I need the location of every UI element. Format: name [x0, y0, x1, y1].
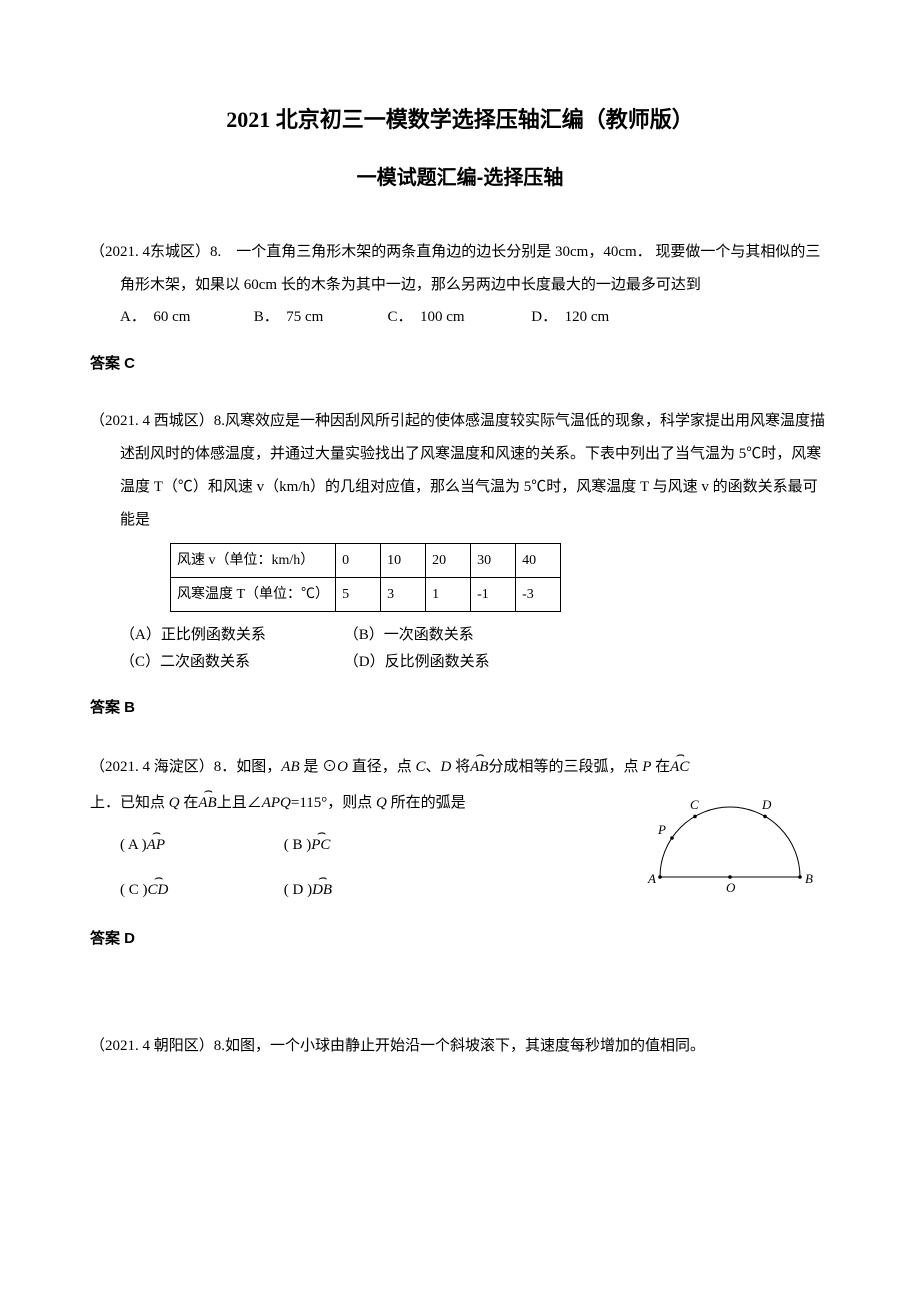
t: 如图，: [236, 759, 281, 775]
cell: -1: [471, 577, 516, 611]
arc-AC-frag: AC: [670, 749, 689, 785]
t: 是 ⊙: [300, 759, 338, 775]
arc-AB2: AB: [198, 785, 216, 821]
semicircle-figure: A B O C D P: [640, 797, 840, 907]
problem-2: （2021. 4 西城区）8.风寒效应是一种因刮风所引起的使体感温度较实际气温低…: [90, 405, 830, 676]
t: 、: [426, 759, 441, 775]
var-APQ: APQ: [262, 795, 291, 811]
arc-PC: PC: [311, 829, 330, 862]
problem-4: （2021. 4 朝阳区）8.如图，一个小球由静止开始沿一个斜坡滚下，其速度每秒…: [90, 1030, 830, 1063]
cell: 20: [426, 543, 471, 577]
var-Q: Q: [169, 795, 180, 811]
title-sub: 一模试题汇编-选择压轴: [90, 160, 830, 196]
p2-optB: （B）一次函数关系: [344, 622, 474, 649]
fig-label-P: P: [657, 822, 666, 837]
cell: 1: [426, 577, 471, 611]
p1-optA: A． 60 cm: [120, 302, 250, 332]
p2-optA: （A）正比例函数关系: [120, 622, 340, 649]
fig-label-A: A: [647, 871, 656, 886]
p1-optB: B． 75 cm: [254, 302, 384, 332]
p2-body1: 风寒效应是一种因刮风所引起的使体感温度较实际气温低的现象，科学家提出用风寒温度描…: [120, 413, 825, 528]
title-main: 2021 北京初三一模数学选择压轴汇编（教师版）: [90, 100, 830, 140]
var-D: D: [441, 759, 452, 775]
p1-body1: 一个直角三角形木架的两条直角边的边长分别是 30cm，40cm．: [236, 244, 651, 260]
row2-label: 风寒温度 T（单位：℃）: [171, 577, 336, 611]
p1-optC: C． 100 cm: [388, 302, 528, 332]
t: =115°，则点: [291, 795, 376, 811]
fig-label-D: D: [761, 797, 772, 812]
table-row: 风速 v（单位：km/h） 0 10 20 30 40: [171, 543, 561, 577]
cell: 30: [471, 543, 516, 577]
var-C: C: [415, 759, 425, 775]
t: 在: [180, 795, 199, 811]
cell: 0: [336, 543, 381, 577]
var-Q2: Q: [376, 795, 387, 811]
p3-optC-pre: ( C ): [120, 882, 148, 898]
p2-optC: （C）二次函数关系: [120, 649, 340, 676]
arc-AB: AB: [470, 749, 488, 785]
t: 上．已知点: [90, 795, 169, 811]
p3-optD-pre: ( D ): [284, 882, 312, 898]
p3-answer: 答案 D: [90, 925, 830, 952]
p3-optA-pre: ( A ): [120, 837, 147, 853]
var-AB: AB: [281, 759, 299, 775]
fig-label-O: O: [726, 880, 736, 895]
p1-tag: （2021. 4东城区）8.: [90, 244, 221, 260]
p4-tag: （2021. 4 朝阳区）8.: [90, 1038, 225, 1054]
p2-optD: （D）反比例函数关系: [344, 649, 490, 676]
t: 将: [451, 759, 470, 775]
var-P: P: [642, 759, 651, 775]
t: 上且∠: [217, 795, 262, 811]
arc-CD: CD: [148, 874, 169, 907]
p2-answer: 答案 B: [90, 694, 830, 721]
cell: 3: [381, 577, 426, 611]
t: 分成相等的三段弧，点: [488, 759, 642, 775]
problem-1: （2021. 4东城区）8. 一个直角三角形木架的两条直角边的边长分别是 30cm…: [90, 236, 830, 332]
fig-label-C: C: [690, 797, 699, 812]
problem-3: （2021. 4 海淀区）8．如图，AB 是 ⊙O 直径，点 C、D 将AB分成…: [90, 749, 830, 907]
cell: 40: [516, 543, 561, 577]
table-row: 风寒温度 T（单位：℃） 5 3 1 -1 -3: [171, 577, 561, 611]
p1-answer: 答案 C: [90, 350, 830, 377]
p3-optB-pre: ( B ): [284, 837, 312, 853]
arc-AP: AP: [147, 829, 165, 862]
cell: -3: [516, 577, 561, 611]
t: 在: [651, 759, 670, 775]
t: 直径，点: [348, 759, 416, 775]
cell: 5: [336, 577, 381, 611]
cell: 10: [381, 543, 426, 577]
p2-tag: （2021. 4 西城区）8.: [90, 413, 225, 429]
row1-label: 风速 v（单位：km/h）: [171, 543, 336, 577]
var-O: O: [337, 759, 348, 775]
p4-body: 如图，一个小球由静止开始沿一个斜坡滚下，其速度每秒增加的值相同。: [225, 1038, 705, 1054]
p1-optD: D． 120 cm: [531, 302, 661, 332]
fig-label-B: B: [805, 871, 813, 886]
arc-DB: DB: [312, 874, 332, 907]
t: 所在的弧是: [387, 795, 466, 811]
p3-tag: （2021. 4 海淀区）8．: [90, 759, 236, 775]
p2-table: 风速 v（单位：km/h） 0 10 20 30 40 风寒温度 T（单位：℃）…: [170, 543, 561, 612]
